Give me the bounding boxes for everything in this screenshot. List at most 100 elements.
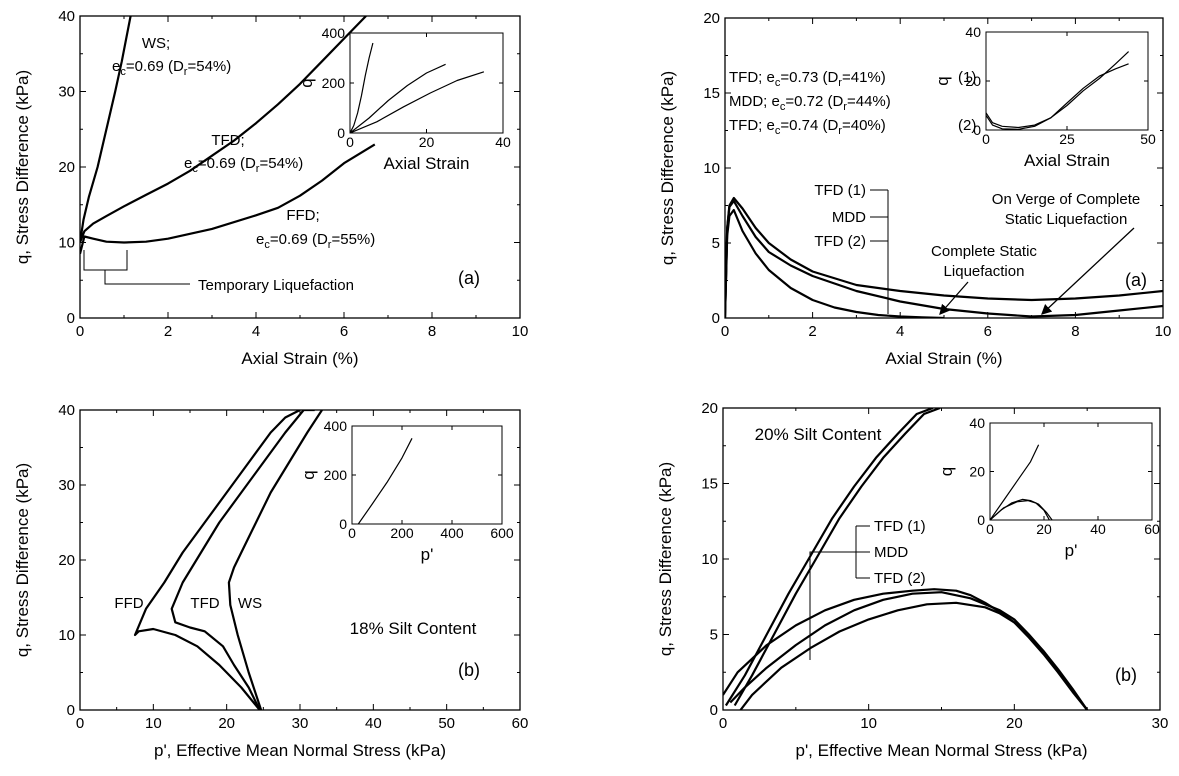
x-tick-label: 10 bbox=[1155, 323, 1172, 340]
curve-label-detail-part: c bbox=[192, 163, 198, 175]
y-tick-label: 20 bbox=[58, 552, 75, 569]
x-tick-label: 0 bbox=[986, 521, 994, 537]
panel-label: (a) bbox=[458, 268, 480, 288]
legend-entry: TFD; ec=0.74 (Dr=40%) bbox=[729, 117, 886, 137]
x-tick-label: 0 bbox=[346, 134, 354, 150]
plot-frame bbox=[722, 407, 1161, 711]
series-line-tfd-1 bbox=[725, 196, 1163, 318]
inset-series-line-curve-0 bbox=[986, 51, 1130, 129]
curve-label-name: WS; bbox=[142, 35, 170, 52]
y-tick-label: 400 bbox=[322, 25, 346, 41]
curve-label-detail: ec=0.69 (Dr=54%) bbox=[184, 155, 303, 175]
series-line-ffd bbox=[80, 143, 376, 255]
legend-entry-part: =0.73 (D bbox=[780, 69, 838, 86]
panel-label: (a) bbox=[1125, 270, 1147, 290]
x-tick-label: 20 bbox=[1036, 521, 1052, 537]
curve-label-detail-part: c bbox=[120, 66, 126, 78]
curve-label-detail-part: e bbox=[184, 155, 192, 172]
x-tick-label: 0 bbox=[76, 323, 84, 340]
y-tick-label: 40 bbox=[58, 8, 75, 25]
annotations-left-a: WS;ec=0.69 (Dr=54%)TFD;ec=0.69 (Dr=54%)F… bbox=[83, 35, 375, 294]
x-tick-label: 0 bbox=[76, 715, 84, 732]
y-tick-label: 20 bbox=[58, 159, 75, 176]
x-tick-label: 8 bbox=[1071, 323, 1079, 340]
bracket-leader bbox=[809, 551, 856, 660]
inset-x-axis-label: Axial Strain bbox=[1024, 151, 1110, 170]
legend-entry-part: c bbox=[775, 125, 781, 137]
curve-label-detail-part: r bbox=[256, 163, 260, 175]
x-tick-label: 0 bbox=[719, 715, 727, 732]
legend-entry: MDD; ec=0.72 (Dr=44%) bbox=[729, 93, 891, 113]
inset-right-a: 0 25 50 0 20 40 Axial Strain q bbox=[933, 24, 1156, 170]
inset-frame bbox=[989, 422, 1153, 521]
curve-label-detail: ec=0.69 (Dr=54%) bbox=[112, 58, 231, 78]
y-tick-label: 15 bbox=[701, 476, 718, 493]
y-tick-label: 40 bbox=[969, 415, 985, 431]
y-axis-label: q, Stress Difference (kPa) bbox=[13, 70, 32, 264]
inset-series-line-curve-2 bbox=[990, 500, 1050, 520]
x-tick-label: 10 bbox=[512, 323, 529, 340]
series-line-mdd bbox=[725, 199, 1163, 318]
inset-series-line-curve-1 bbox=[986, 63, 1129, 130]
x-axis-label: p', Effective Mean Normal Stress (kPa) bbox=[795, 741, 1087, 760]
curve-label-detail-part: =55%) bbox=[331, 231, 375, 248]
inset-y-axis-label: q bbox=[299, 470, 318, 479]
legend-entry-part: c bbox=[775, 77, 781, 89]
legend-entry-part: c bbox=[780, 101, 786, 113]
x-tick-label: 4 bbox=[896, 323, 904, 340]
complete-note-line2: Liquefaction bbox=[944, 263, 1025, 280]
y-tick-label: 0 bbox=[339, 516, 347, 532]
leader-line bbox=[104, 270, 190, 285]
legend-entry-part: e bbox=[772, 93, 780, 110]
legend-entry-part: e bbox=[767, 69, 775, 86]
curve-label-detail-part: =0.69 (D bbox=[198, 155, 256, 172]
x-tick-label: 60 bbox=[512, 715, 529, 732]
bracket-label: TFD (2) bbox=[874, 570, 926, 587]
series-line-tfd-2 bbox=[725, 208, 945, 318]
chart-left-a: 0 2 4 6 8 10 0 10 20 30 40 Axial Strain (%) q, Stres… bbox=[13, 8, 528, 368]
series-line-mdd bbox=[729, 591, 1089, 710]
x-tick-label: 4 bbox=[252, 323, 260, 340]
inset-x-axis-label: Axial Strain bbox=[384, 154, 470, 173]
x-tick-label: 0 bbox=[348, 525, 356, 541]
curve-label: TFD bbox=[190, 595, 219, 612]
legend-entry-part: TFD; bbox=[729, 69, 767, 86]
x-tick-label: 30 bbox=[292, 715, 309, 732]
y-tick-label: 0 bbox=[973, 122, 981, 138]
x-tick-label: 60 bbox=[1144, 521, 1160, 537]
curve-label-detail-part: =0.69 (D bbox=[126, 58, 184, 75]
y-tick-label: 0 bbox=[67, 702, 75, 719]
inset-frame bbox=[349, 32, 504, 134]
chart-right-b: 0 10 20 30 0 5 10 15 20 p', Effective Mean Normal… bbox=[656, 400, 1168, 760]
x-tick-label: 25 bbox=[1059, 131, 1075, 147]
curve-label-name: FFD; bbox=[286, 207, 319, 224]
x-axis-label: p', Effective Mean Normal Stress (kPa) bbox=[154, 741, 446, 760]
x-tick-label: 6 bbox=[984, 323, 992, 340]
x-tick-label: 400 bbox=[440, 525, 464, 541]
curve-label-detail-part: =54%) bbox=[259, 155, 303, 172]
x-tick-label: 20 bbox=[218, 715, 235, 732]
legend-entry-part: =0.74 (D bbox=[780, 117, 838, 134]
x-tick-label: 600 bbox=[490, 525, 514, 541]
curve-label-detail-part: r bbox=[328, 239, 332, 251]
curve-label: WS bbox=[238, 595, 262, 612]
x-axis-label: Axial Strain (%) bbox=[885, 349, 1002, 368]
curve-label-detail-part: r bbox=[184, 66, 188, 78]
inset-frame bbox=[351, 425, 503, 525]
legend-entry-part: r bbox=[838, 125, 842, 137]
curve-label-detail-part: =54%) bbox=[187, 58, 231, 75]
inset-left-b: 0 200 400 600 0 200 400 p' q bbox=[299, 418, 514, 564]
complete-arrow bbox=[939, 281, 969, 315]
inset-series-line-curve-0 bbox=[350, 42, 374, 133]
legend-tag: (2) bbox=[958, 117, 976, 134]
x-tick-label: 20 bbox=[419, 134, 435, 150]
inset-y-axis-label: q bbox=[933, 76, 952, 85]
x-tick-label: 20 bbox=[1006, 715, 1023, 732]
curve-label-detail-part: =0.69 (D bbox=[270, 231, 328, 248]
bracket-label: TFD (1) bbox=[874, 518, 926, 535]
legend-entry-part: =40%) bbox=[842, 117, 886, 134]
legend-entry-part: MDD; bbox=[729, 93, 772, 110]
x-tick-label: 40 bbox=[495, 134, 511, 150]
curve-label-detail-part: e bbox=[256, 231, 264, 248]
